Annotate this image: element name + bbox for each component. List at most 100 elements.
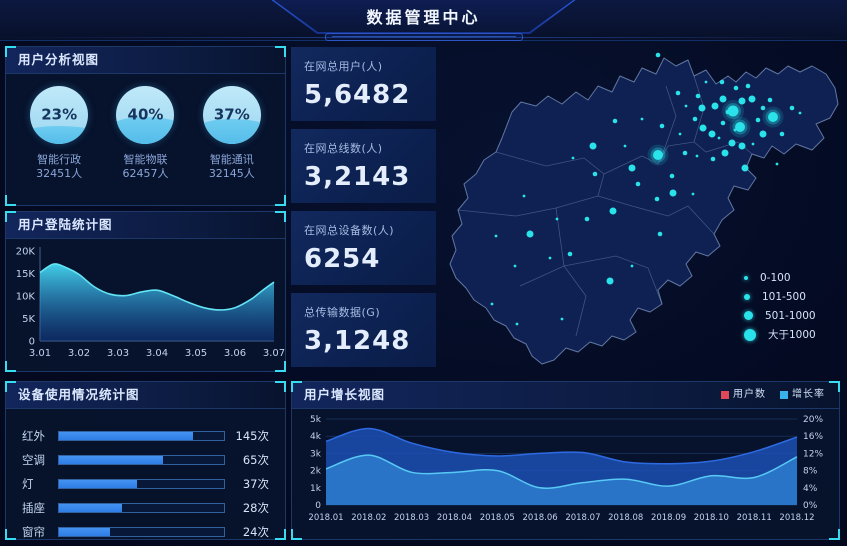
svg-text:2018.07: 2018.07 [565,513,600,523]
map-data-point [589,142,597,150]
gauge-count: 62457人 [122,167,169,180]
bar-track [58,454,225,465]
device-usage-bars: 红外 145次 空调 65次灯 37次 插座 28次 窗帘 24次 [6,409,285,542]
map-data-point [684,104,688,108]
map-data-point [711,102,719,110]
stat-card-total-data: 总传输数据(G) 3,1248 [291,293,436,367]
bar-value: 145次 [235,428,269,443]
panel-user-growth-title: 用户增长视图 用户数 增长率 [292,382,839,409]
legend-label: 大于1000 [768,329,816,341]
svg-text:2018.09: 2018.09 [651,513,686,523]
map-data-point [695,154,699,158]
map-data-point [775,162,779,166]
svg-text:3.04: 3.04 [146,348,168,359]
map-data-point [657,231,663,237]
map-legend-item: 0-100 [744,268,816,287]
panel-device-usage: 设备使用情况统计图 红外 145次 空调 65次灯 37次 插座 28次 窗帘 24次 [5,381,286,540]
header-bar: 数据管理中心 [0,0,847,41]
svg-text:4k: 4k [310,432,322,442]
svg-text:2018.11: 2018.11 [737,513,772,523]
svg-text:3.02: 3.02 [68,348,90,359]
bar-row: 灯 37次 [22,473,269,494]
gauge-count: 32451人 [36,167,83,180]
gauge-name: 智能通讯 [209,153,254,166]
map-data-point [635,181,641,187]
panel-user-growth: 用户增长视图 用户数 增长率 0 0% 1k 4% 2k 8% 3k 12% 4k 16% 5k 20%… [291,381,840,540]
map-data-point [560,317,564,321]
panel-user-analysis: 用户分析视图 23% 智能行政 32451人 40% 智能物联 62457人 [5,46,286,206]
bar-fill [59,431,193,440]
svg-text:12%: 12% [803,449,823,459]
stat-card-total-lines: 在网总线数(人) 3,2143 [291,129,436,203]
svg-text:2018.12: 2018.12 [779,513,814,523]
map-data-point [682,150,688,156]
svg-text:3k: 3k [310,449,322,459]
gauge-iot: 40% 智能物联 62457人 [104,86,186,181]
map-data-point [612,118,618,124]
bar-row: 空调 65次 [22,449,269,470]
svg-text:15K: 15K [16,269,36,280]
map-data-point [719,79,725,85]
legend-label: 0-100 [760,271,791,284]
panel-login-stats-title: 用户登陆统计图 [6,212,285,239]
map-data-point [490,302,494,306]
panel-device-usage-title: 设备使用情况统计图 [6,382,285,409]
map-data-point [659,123,665,129]
map-legend-item: 501-1000 [744,306,816,325]
gauge-comms: 37% 智能通讯 32145人 [191,86,273,181]
map-data-point [592,171,598,177]
map-data-point [654,196,660,202]
map-data-point [640,117,644,121]
map-data-point [768,112,778,122]
map-data-point [789,105,795,111]
map-data-point [555,217,559,221]
user-growth-chart: 0 0% 1k 4% 2k 8% 3k 12% 4k 16% 5k 20% 2018.01 2018.02… [308,415,823,523]
legend-item-用户数[interactable]: 用户数 [721,382,766,408]
map-data-point [669,173,675,179]
gauge-wave [116,117,175,144]
panel-login-stats: 用户登陆统计图 0 5K 10K 15K 20K 3.01 3.02 3.03 3.04 3.05… [5,211,286,372]
bar-value: 65次 [242,452,269,467]
map-data-point [760,105,766,111]
map-data-point [628,164,636,172]
gauge-wave [202,118,261,144]
map-data-point [513,264,517,268]
stat-value: 3,2143 [304,162,411,192]
login-area-chart: 0 5K 10K 15K 20K 3.01 3.02 3.03 3.04 3.05 3.06 3.07 [16,247,285,360]
panel-user-analysis-title: 用户分析视图 [6,47,285,74]
map-data-point [728,139,736,147]
bar-label: 插座 [22,500,45,515]
svg-text:0: 0 [315,501,321,511]
gauge-percent: 23% [41,105,78,124]
bar-row: 窗帘 24次 [22,521,269,542]
gauge-name: 智能物联 [123,153,168,166]
svg-text:10K: 10K [16,292,36,303]
legend-dot-icon [744,328,756,341]
svg-text:4%: 4% [803,484,818,494]
svg-text:2018.08: 2018.08 [608,513,643,523]
map-data-point [748,95,756,103]
bar-track [58,478,225,489]
map-data-point [738,142,746,150]
svg-text:3.03: 3.03 [107,348,129,359]
bar-track [58,526,225,537]
map-data-point [606,277,614,285]
svg-text:16%: 16% [803,432,823,442]
bar-value: 24次 [242,524,269,539]
stat-label: 总传输数据(G) [304,306,381,319]
map-data-point [695,93,701,99]
map-data-point [653,150,663,160]
map-data-point [727,105,739,117]
svg-text:8%: 8% [803,467,818,477]
map-data-point [675,90,681,96]
liquid-gauge: 23% [30,86,89,144]
liquid-gauge: 37% [202,86,261,144]
map-data-point [733,85,739,91]
map-data-point [745,83,751,89]
svg-text:2018.06: 2018.06 [523,513,558,523]
svg-text:3.06: 3.06 [224,348,246,359]
svg-text:0: 0 [29,337,35,348]
growth-chart-legend: 用户数 增长率 [721,382,825,408]
legend-item-增长率[interactable]: 增长率 [780,382,825,408]
map-data-point [548,256,552,260]
